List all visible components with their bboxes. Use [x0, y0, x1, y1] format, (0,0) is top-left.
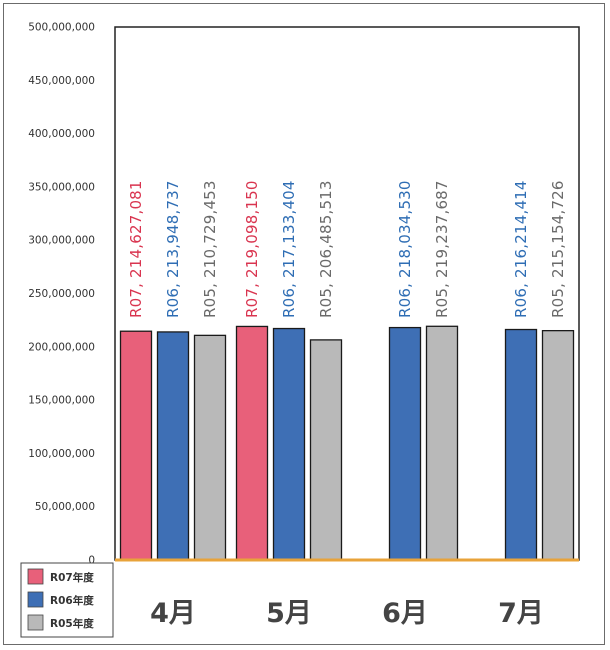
x-category-label: 4月 — [150, 598, 196, 629]
bar-r06-7 — [504, 328, 538, 561]
y-tick-label: 500,000,000 — [28, 22, 95, 34]
y-tick-label: 150,000,000 — [28, 395, 95, 407]
x-category-label: 6月 — [382, 598, 428, 629]
bar-r06-6 — [388, 326, 422, 561]
data-label-r07-4: R07, 214,627,081 — [127, 180, 145, 318]
legend-label-r05: R05年度 — [50, 617, 94, 630]
legend-swatch-r07 — [27, 568, 44, 585]
y-tick-label: 0 — [88, 555, 95, 567]
y-tick-label: 250,000,000 — [28, 288, 95, 300]
legend-swatch-r06 — [27, 591, 44, 608]
data-label-r06-4: R06, 213,948,737 — [164, 180, 182, 318]
data-label-r05-7: R05, 215,154,726 — [549, 180, 567, 318]
y-axis: 0 50,000,000 100,000,000 150,000,000 200,000… — [28, 22, 95, 567]
bar-r07-4 — [119, 330, 153, 561]
data-label-r05-5: R05, 206,485,513 — [317, 180, 335, 318]
y-tick-label: 450,000,000 — [28, 75, 95, 87]
bar-r05-6 — [425, 325, 459, 561]
bar-r05-5 — [309, 339, 343, 561]
data-labels-layer: R07, 214,627,081 R06, 213,948,737 R05, 210… — [127, 180, 567, 318]
legend-label-r06: R06年度 — [50, 594, 94, 607]
legend: R07年度 R06年度 R05年度 — [20, 562, 114, 638]
bar-r05-4 — [193, 334, 227, 561]
y-tick-label: 350,000,000 — [28, 181, 95, 193]
bar-r06-4 — [156, 331, 190, 561]
y-tick-label: 400,000,000 — [28, 128, 95, 140]
y-tick-label: 300,000,000 — [28, 235, 95, 247]
x-category-label: 5月 — [266, 598, 312, 629]
data-label-r06-7: R06, 216,214,414 — [512, 180, 530, 318]
data-label-r07-5: R07, 219,098,150 — [243, 180, 261, 318]
chart-frame — [3, 3, 605, 645]
legend-swatch-r05 — [27, 614, 44, 631]
data-label-r05-6: R05, 219,237,687 — [433, 180, 451, 318]
y-tick-label: 200,000,000 — [28, 341, 95, 353]
data-label-r06-5: R06, 217,133,404 — [280, 180, 298, 318]
x-axis-categories: 4月 5月 6月 7月 — [150, 598, 544, 629]
bar-r07-5 — [235, 325, 269, 561]
bars-layer — [119, 325, 575, 561]
y-tick-label: 100,000,000 — [28, 448, 95, 460]
bar-r05-7 — [541, 329, 575, 561]
x-category-label: 7月 — [498, 598, 544, 629]
bar-r06-5 — [272, 327, 306, 561]
y-tick-label: 50,000,000 — [35, 501, 95, 513]
legend-label-r07: R07年度 — [50, 571, 94, 584]
data-label-r06-6: R06, 218,034,530 — [396, 180, 414, 318]
data-label-r05-4: R05, 210,729,453 — [201, 180, 219, 318]
